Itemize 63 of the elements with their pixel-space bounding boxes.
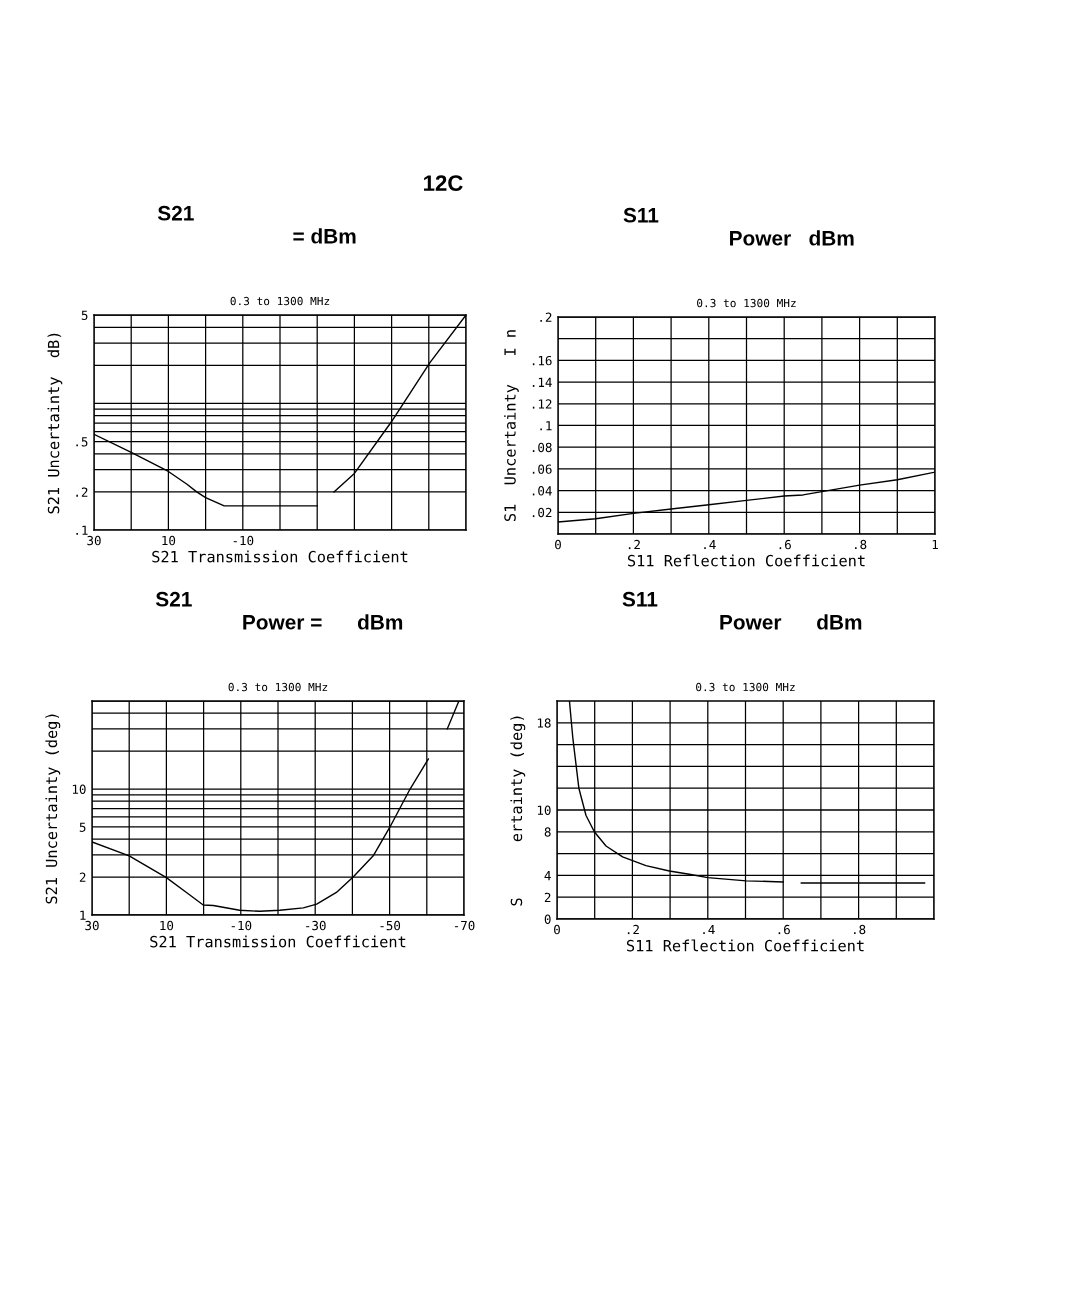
y-tick-label: .04	[532, 486, 552, 496]
chart-subtitle: Power dBm	[720, 614, 862, 630]
y-tick-label: .1	[76, 525, 88, 535]
x-tick-label: .8	[854, 924, 866, 935]
y-tick-label: 18	[537, 718, 551, 728]
y-tick-label: 2	[79, 872, 86, 882]
x-tick-label: -10	[233, 535, 254, 546]
y-tick-label: 1	[80, 910, 86, 920]
y-tick-label: 8	[544, 827, 551, 837]
x-axis-title: S21 Transmission Coefficient	[150, 935, 406, 948]
x-tick-label: 30	[87, 535, 101, 546]
chart-title: S11	[622, 591, 658, 607]
x-tick-label: .6	[778, 924, 790, 935]
text: 0.3 to 1300 MHz	[228, 682, 328, 692]
x-tick-label: .2	[627, 924, 639, 935]
chart-title: S21	[155, 591, 192, 607]
y-tick-label: 2	[544, 892, 551, 902]
y-tick-label: 10	[537, 805, 551, 815]
x-tick-label: 10	[162, 535, 176, 546]
y-tick-label: .14	[532, 377, 552, 387]
x-tick-label: .8	[855, 539, 867, 550]
x-tick-label: .6	[779, 539, 791, 550]
text: 0.3 to 1300 MHz	[696, 682, 795, 692]
x-axis-title: S21 Transmission Coefficient	[152, 550, 408, 563]
y-axis-title: S1 Uncertainty I n	[503, 330, 519, 522]
y-tick-label: 5	[81, 310, 88, 320]
y-tick-label: 4	[544, 871, 551, 881]
y-tick-label: .06	[532, 464, 552, 474]
y-tick-label: .16	[532, 355, 552, 366]
x-tick-label: -10	[231, 920, 252, 931]
x-tick-label: -50	[380, 920, 401, 931]
chart-title: S11	[623, 207, 659, 223]
chart-subtitle: = dBm	[293, 228, 356, 244]
x-tick-label: .4	[704, 540, 716, 550]
y-axis-title: S21 Uncertainty (deg)	[45, 714, 61, 904]
chart-subtitle: Power dBm	[730, 230, 854, 246]
x-tick-label: 0	[554, 924, 560, 935]
y-tick-label: .2	[76, 487, 88, 497]
y-tick-label: .12	[532, 399, 552, 409]
x-axis-title: S11 Reflection Coefficient	[627, 554, 865, 567]
y-tick-label: 5	[79, 822, 86, 832]
y-axis-title: S ertainty (deg)	[510, 716, 526, 906]
chart-title: S21	[157, 205, 194, 221]
x-tick-label: .4	[703, 925, 715, 935]
x-axis-title: S11 Reflection Coefficient	[626, 939, 864, 952]
y-tick-label: 10	[72, 784, 86, 794]
y-axis-title: S21 Uncertainty dB)	[47, 333, 63, 514]
text: 12C	[424, 175, 463, 191]
y-tick-label: .1	[540, 421, 552, 431]
x-tick-label: -30	[306, 920, 326, 931]
y-tick-label: .2	[540, 312, 552, 322]
y-tick-label: .02	[532, 507, 552, 518]
y-tick-label: .08	[532, 442, 552, 453]
x-tick-label: .2	[628, 539, 640, 550]
x-tick-label: 30	[85, 920, 99, 931]
y-tick-label: .5	[76, 437, 88, 447]
x-tick-label: 0	[555, 539, 561, 550]
x-tick-label: -70	[454, 920, 475, 931]
text: 0.3 to 1300 MHz	[230, 296, 330, 306]
text: 0.3 to 1300 MHz	[697, 298, 796, 308]
x-tick-label: 10	[160, 920, 174, 931]
x-tick-label: 1	[932, 540, 938, 550]
chart-subtitle: Power = dBm	[243, 614, 403, 630]
